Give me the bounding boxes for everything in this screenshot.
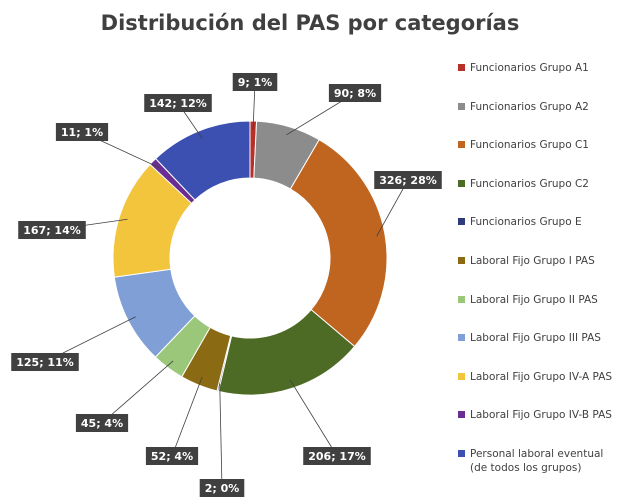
legend-swatch — [458, 411, 465, 419]
legend-item: Laboral Fijo Grupo II PAS — [458, 293, 618, 307]
legend-item: Funcionarios Grupo C1 — [458, 138, 618, 152]
legend-swatch — [458, 372, 465, 380]
legend-swatch — [458, 334, 465, 342]
legend-item: Laboral Fijo Grupo IV-B PAS — [458, 408, 618, 422]
legend-label: Laboral Fijo Grupo II PAS — [470, 293, 598, 306]
legend-item: Personal laboral eventual (de todos los … — [458, 447, 618, 475]
chart-title: Distribución del PAS por categorías — [101, 11, 520, 35]
legend-label: Funcionarios Grupo A2 — [470, 100, 589, 113]
legend-item: Funcionarios Grupo E — [458, 215, 618, 229]
leader-line — [376, 179, 409, 237]
legend-label: Laboral Fijo Grupo IV-A PAS — [470, 370, 613, 383]
legend-swatch — [458, 257, 465, 264]
legend-item: Funcionarios Grupo A1 — [458, 61, 618, 75]
data-label: 125; 11% — [16, 356, 74, 369]
legend-swatch — [458, 141, 465, 149]
legend-label: Personal laboral eventual (de todos los … — [470, 448, 604, 474]
data-label-box — [75, 414, 129, 432]
data-label-box — [303, 447, 371, 465]
data-label-box — [11, 353, 79, 371]
data-label: 167; 14% — [23, 224, 81, 237]
leader-line — [289, 379, 338, 457]
data-label: 326; 28% — [379, 174, 437, 187]
data-label-box — [55, 123, 109, 141]
leader-line — [171, 377, 203, 457]
data-label-box — [328, 84, 382, 102]
data-label: 9; 1% — [238, 76, 273, 89]
data-label-box — [144, 94, 212, 112]
donut-segment — [289, 139, 388, 348]
leader-line — [219, 382, 223, 489]
data-label: 142; 12% — [149, 97, 207, 110]
legend: Funcionarios Grupo A1 Funcionarios Grupo … — [458, 0, 621, 500]
data-label-box — [145, 447, 199, 465]
legend-item: Laboral Fijo Grupo III PAS — [458, 331, 618, 345]
data-label-box — [18, 221, 86, 239]
data-label-box — [199, 479, 245, 497]
data-label: 11; 1% — [61, 126, 103, 139]
data-label: 206; 17% — [308, 450, 366, 463]
legend-label: Laboral Fijo Grupo IV-B PAS — [470, 409, 612, 422]
leader-line — [101, 360, 174, 424]
donut-segment — [154, 120, 251, 201]
legend-swatch — [458, 218, 465, 226]
legend-swatch — [458, 179, 465, 187]
legend-label: Laboral Fijo Grupo III PAS — [470, 332, 601, 345]
legend-item: Laboral Fijo Grupo IV-A PAS — [458, 370, 618, 384]
legend-swatch — [458, 64, 465, 71]
data-label: 90; 8% — [334, 87, 376, 100]
legend-swatch — [458, 450, 465, 457]
legend-label: Laboral Fijo Grupo I PAS — [470, 255, 595, 267]
legend-label: Funcionarios Grupo A1 — [470, 62, 589, 74]
legend-item: Funcionarios Grupo A2 — [458, 100, 618, 114]
legend-label: Funcionarios Grupo E — [470, 216, 582, 229]
data-label: 2; 0% — [205, 482, 240, 495]
legend-item: Funcionarios Grupo C2 — [458, 177, 618, 191]
legend-label: Funcionarios Grupo C1 — [470, 139, 589, 152]
data-label-box — [374, 171, 442, 189]
legend-item: Laboral Fijo Grupo I PAS — [458, 254, 618, 268]
data-label: 45; 4% — [81, 417, 123, 430]
legend-label: Funcionarios Grupo C2 — [470, 177, 589, 190]
data-label: 52; 4% — [151, 450, 193, 463]
legend-swatch — [458, 102, 465, 110]
data-label-box — [232, 73, 278, 91]
legend-swatch — [458, 295, 465, 303]
